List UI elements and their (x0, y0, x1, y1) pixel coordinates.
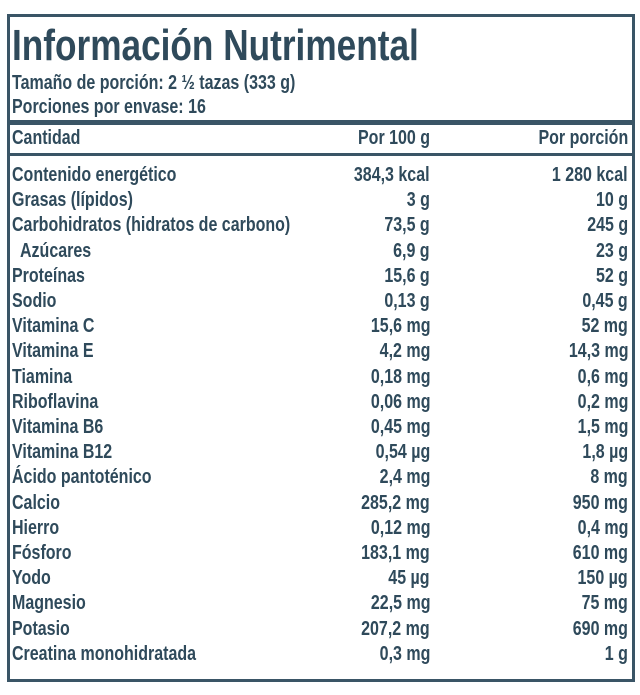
nutrient-name: Hierro (12, 516, 60, 539)
per-100g-value: 73,5 g (384, 214, 430, 237)
per-portion-value: 75 mg (581, 592, 628, 615)
header-rule (7, 153, 635, 156)
per-100g-value: 15,6 g (384, 264, 430, 287)
per-portion-value: 0,4 mg (577, 516, 628, 539)
nutrient-name: Vitamina B12 (12, 441, 113, 464)
header-value: Por 100 g (357, 127, 430, 149)
nutrient-name: Proteínas (12, 264, 85, 287)
per-portion-value: 0,45 g (582, 290, 628, 312)
per-portion-value: 23 g (595, 239, 628, 262)
label-frame (7, 14, 635, 682)
per-portion-value: 150 µg (577, 567, 628, 590)
per-portion-value: 0,6 mg (577, 365, 628, 388)
per-100g-value: 183,1 mg (361, 542, 430, 564)
per-100g-value: 3 g (406, 189, 430, 212)
per-portion-value: 0,2 mg (577, 390, 628, 413)
per-100g-value: 2,4 mg (379, 466, 430, 489)
nutrient-name: Carbohidratos (hidratos de carbono) (12, 214, 291, 237)
nutrient-name: Sodio (12, 290, 57, 312)
per-portion-value: 1 g (604, 642, 628, 665)
per-portion-value: 52 g (595, 264, 628, 287)
title: Información Nutrimental (12, 21, 419, 70)
nutrient-name: Azúcares (20, 239, 92, 262)
per-100g-value: 0,45 mg (370, 416, 430, 438)
per-portion-value: 8 mg (590, 466, 628, 489)
servings: Porciones por envase: 16 (12, 96, 206, 118)
per-100g-value: 22,5 mg (370, 592, 430, 615)
per-portion-value: 245 g (587, 214, 628, 237)
per-portion-value: 14,3 mg (568, 340, 628, 363)
nutrient-name: Fósforo (12, 542, 72, 564)
per-portion-value: 52 mg (581, 315, 628, 338)
nutrient-name: Tiamina (12, 365, 73, 388)
per-100g-value: 207,2 mg (361, 617, 430, 640)
per-portion-value: 690 mg (572, 617, 628, 640)
per-100g-value: 0,3 mg (379, 642, 430, 665)
nutrient-name: Yodo (12, 567, 51, 590)
per-portion-value: 1,8 µg (582, 441, 628, 464)
nutrient-name: Contenido energético (12, 164, 177, 186)
nutrient-name: Ácido pantoténico (12, 466, 152, 489)
nutrient-name: Creatina monohidratada (12, 642, 197, 665)
nutrient-name: Riboflavina (12, 390, 99, 413)
serving-size: Tamaño de porción: 2 ½ tazas (333 g) (12, 72, 296, 94)
per-portion-value: 1 280 kcal (552, 164, 628, 186)
per-portion-value: 610 mg (572, 542, 628, 564)
nutrient-name: Grasas (lípidos) (12, 189, 133, 212)
per-100g-value: 0,13 g (384, 290, 430, 312)
per-100g-value: 0,18 mg (370, 365, 430, 388)
nutrient-name: Vitamina B6 (12, 416, 104, 438)
thick-rule (7, 120, 635, 125)
nutrient-name: Calcio (12, 491, 61, 514)
per-100g-value: 0,12 mg (370, 516, 430, 539)
per-portion-value: 1,5 mg (577, 416, 628, 438)
per-portion-value: 950 mg (572, 491, 628, 514)
per-100g-value: 384,3 kcal (354, 164, 430, 186)
header-name: Cantidad (12, 127, 81, 149)
nutrient-name: Vitamina E (12, 340, 94, 363)
per-portion-value: 10 g (595, 189, 628, 212)
nutrient-name: Potasio (12, 617, 70, 640)
nutrient-name: Magnesio (12, 592, 86, 615)
per-100g-value: 45 µg (388, 567, 430, 590)
per-100g-value: 285,2 mg (361, 491, 430, 514)
per-100g-value: 15,6 mg (370, 315, 430, 338)
nutrient-name: Vitamina C (12, 315, 95, 338)
per-100g-value: 6,9 g (393, 239, 430, 262)
per-100g-value: 0,54 µg (375, 441, 430, 464)
per-100g-value: 4,2 mg (379, 340, 430, 363)
per-100g-value: 0,06 mg (370, 390, 430, 413)
header-value: Por porción (538, 127, 628, 149)
